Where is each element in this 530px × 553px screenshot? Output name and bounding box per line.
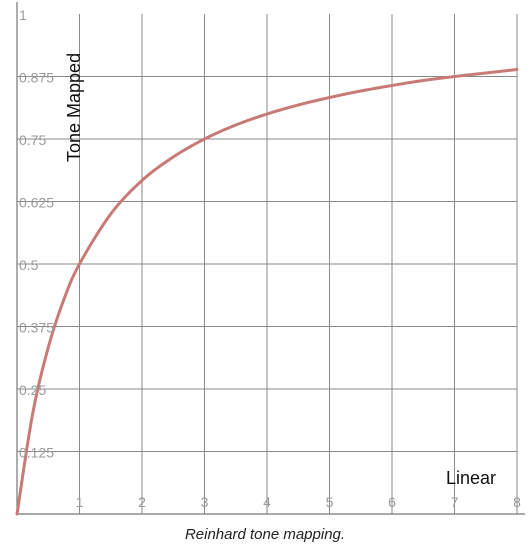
y-axis-label: Tone Mapped bbox=[64, 53, 84, 162]
x-tick-label: 2 bbox=[138, 494, 146, 510]
x-tick-label: 1 bbox=[76, 494, 84, 510]
x-tick-label: 6 bbox=[388, 494, 396, 510]
y-tick-label: 0.125 bbox=[19, 445, 54, 461]
y-tick-label: 0.375 bbox=[19, 320, 54, 336]
tick-labels: 1 2 3 4 5 6 7 8 0.125 0.25 0.375 0.5 0.625 0.75 0.875 1 bbox=[19, 7, 521, 510]
y-tick-label: 0.875 bbox=[19, 70, 54, 86]
y-tick-label: 0.625 bbox=[19, 195, 54, 211]
y-tick-label: 0.75 bbox=[19, 132, 46, 148]
x-tick-label: 5 bbox=[326, 494, 334, 510]
axis-layer bbox=[16, 2, 525, 515]
figure-caption: Reinhard tone mapping. bbox=[184, 526, 346, 543]
x-tick-label: 4 bbox=[263, 494, 271, 510]
y-tick-label: 0.25 bbox=[19, 382, 46, 398]
y-tick-label: 1 bbox=[19, 7, 27, 23]
x-axis-label: Linear bbox=[446, 468, 496, 488]
grid-layer bbox=[17, 14, 518, 514]
x-tick-label: 7 bbox=[451, 494, 459, 510]
y-tick-label: 0.5 bbox=[19, 257, 39, 273]
series-line bbox=[15, 68, 519, 516]
series-layer bbox=[15, 68, 519, 516]
x-tick-label: 8 bbox=[513, 494, 521, 510]
x-tick-label: 3 bbox=[201, 494, 209, 510]
reinhard-chart: 1 2 3 4 5 6 7 80.1250.250.3750.50.6250.750.8751… bbox=[15, 2, 525, 516]
